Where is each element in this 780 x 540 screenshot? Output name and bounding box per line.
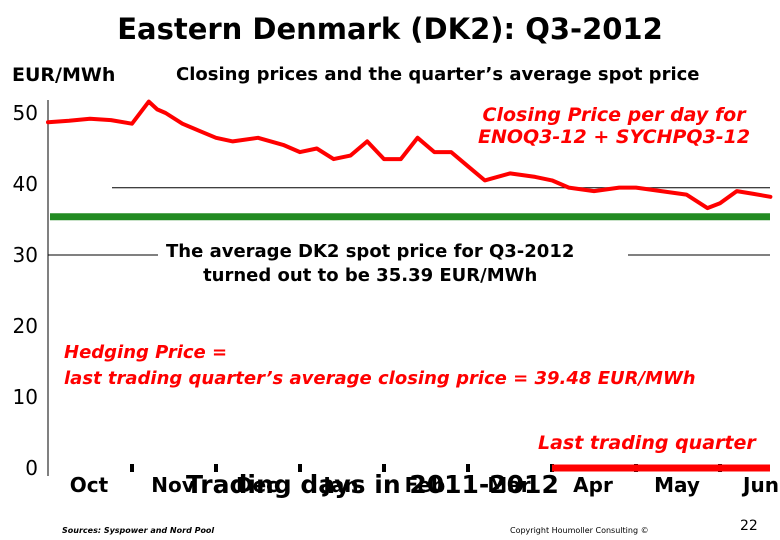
y-tick-label: 0: [25, 456, 38, 480]
page-number: 22: [740, 518, 758, 534]
hedging-annotation-line2: last trading quarter’s average closing p…: [64, 368, 696, 389]
chart-title: Eastern Denmark (DK2): Q3-2012: [117, 12, 663, 46]
average-annotation-line2: turned out to be 35.39 EUR/MWh: [203, 265, 538, 286]
average-annotation-line1: The average DK2 spot price for Q3-2012: [166, 241, 575, 262]
x-tick-label: Dec: [236, 473, 278, 497]
closing-annotation-line1: Closing Price per day for: [482, 104, 746, 126]
x-tick-label: Jun: [741, 473, 779, 497]
y-axis-unit: EUR/MWh: [12, 64, 116, 86]
y-tick-label: 50: [13, 101, 38, 125]
closing-annotation-line2: ENOQ3-12 + SYCHPQ3-12: [478, 126, 751, 148]
x-tick-label: Jan: [321, 473, 358, 497]
x-tick-label: May: [654, 473, 700, 497]
y-tick-label: 40: [13, 172, 38, 196]
chart-subtitle: Closing prices and the quarter’s average…: [176, 64, 700, 85]
x-axis-label: Trading days in 2011-2012: [186, 470, 559, 499]
hedging-price-annotation: Hedging Price = last trading quarter’s a…: [64, 340, 696, 392]
closing-price-line: [46, 99, 773, 211]
x-tick-label: Oct: [70, 473, 109, 497]
y-tick-label: 30: [13, 243, 38, 267]
source-note: Sources: Syspower and Nord Pool: [62, 526, 215, 535]
x-tick-label: Nov: [151, 473, 195, 497]
y-axis-ticks: 0 10 20 30 40 50: [13, 101, 38, 480]
reference-lines: [48, 187, 770, 472]
x-tick-label: Mar: [487, 473, 530, 497]
x-tick-label: Feb: [405, 473, 446, 497]
copyright-note: Copyright Houmoller Consulting ©: [510, 526, 649, 535]
x-tick-label: Apr: [573, 473, 613, 497]
y-tick-label: 10: [13, 385, 38, 409]
last-quarter-annotation: Last trading quarter: [538, 432, 756, 454]
hedging-annotation-line1: Hedging Price =: [64, 342, 228, 363]
x-axis-months: Oct Nov Dec Jan Feb Mar Apr May Jun: [70, 464, 779, 497]
series-layer: [46, 99, 773, 211]
y-tick-label: 20: [13, 314, 38, 338]
average-spot-annotation: The average DK2 spot price for Q3-2012 t…: [160, 240, 581, 288]
closing-price-annotation: Closing Price per day for ENOQ3-12 + SYC…: [478, 104, 751, 148]
